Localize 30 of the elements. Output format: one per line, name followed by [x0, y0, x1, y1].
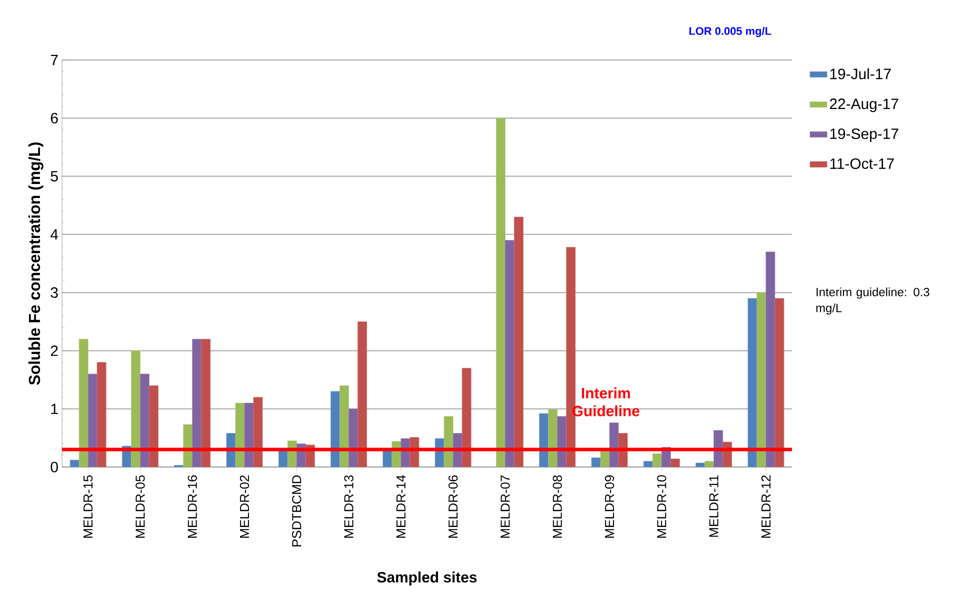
y-tick-label: 4: [50, 229, 58, 240]
text: Interim guideline: 0.3 mg/L: [816, 288, 930, 315]
x-tick-label: MELDR-12: [761, 475, 770, 538]
text: LOR 0.005 mg/L: [689, 26, 772, 38]
y-tick-label: 0: [50, 462, 58, 472]
legend-label: 11-Oct-17: [830, 158, 894, 169]
y-tick-label: 3: [50, 287, 58, 298]
legend-label: 19-Jul-17: [830, 68, 891, 80]
x-axis-title: Sampled sites: [377, 572, 477, 586]
y-tick-label: 7: [50, 54, 58, 66]
x-tick-label: MELDR-10: [657, 475, 666, 538]
x-tick-label: MELDR-16: [188, 475, 197, 538]
x-tick-label: MELDR-06: [448, 475, 458, 538]
y-tick-label: 2: [50, 345, 58, 356]
x-tick-label: MELDR-02: [240, 475, 250, 538]
x-tick-label: MELDR-07: [500, 475, 510, 538]
x-tick-label: MELDR-08: [552, 475, 562, 538]
y-tick-label: 5: [50, 171, 58, 182]
x-tick-label: MELDR-09: [604, 475, 614, 538]
legend-label: 19-Sep-17: [830, 128, 898, 142]
x-tick-label: MELDR-11: [709, 475, 718, 537]
y-tick-label: 1: [51, 404, 58, 414]
x-tick-label: MELDR-05: [136, 475, 145, 538]
x-tick-label: PSDTBCMD: [292, 475, 302, 546]
legend-label: 22-Aug-17: [830, 98, 898, 112]
y-tick-label: 6: [50, 112, 58, 124]
x-tick-label: MELDR-13: [344, 475, 354, 538]
x-tick-label: MELDR-14: [396, 475, 406, 538]
x-tick-label: MELDR-15: [84, 475, 93, 538]
y-axis-title: Soluble Fe concentration (mg/L): [28, 142, 44, 385]
